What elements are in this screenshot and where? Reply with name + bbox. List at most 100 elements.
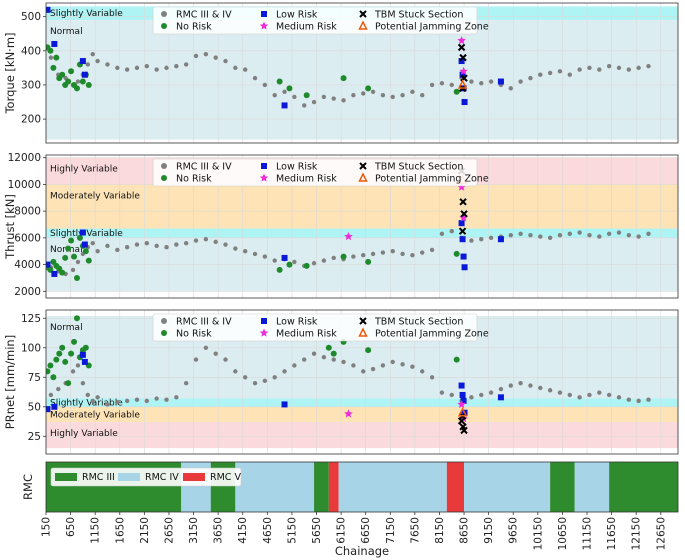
x-tick-label: 650 bbox=[65, 517, 77, 537]
series-rmc-iii-iv-point bbox=[134, 65, 140, 71]
series-group bbox=[46, 167, 651, 281]
series-tbm-stuck-section-point bbox=[460, 210, 468, 218]
series-rmc-iii-iv-point bbox=[351, 363, 356, 368]
series-low-risk-point bbox=[51, 40, 58, 47]
zone-highly-variable bbox=[46, 422, 678, 449]
series-medium-risk-point bbox=[344, 409, 353, 418]
x-tick-label: 6650 bbox=[360, 517, 372, 544]
rmc-segment-rmc-v bbox=[446, 462, 465, 512]
series-rmc-iii-iv-point bbox=[164, 245, 169, 250]
series-rmc-iii-iv-point bbox=[223, 357, 228, 362]
series-rmc-iii-iv-point bbox=[626, 397, 632, 402]
series-rmc-iii-iv-point bbox=[272, 375, 277, 380]
series-rmc-iii-iv-point bbox=[115, 247, 120, 253]
legend-marker-potential-jamming-zone bbox=[358, 20, 368, 30]
series-rmc-iii-iv-point bbox=[370, 251, 376, 257]
series-rmc-iii-iv-point bbox=[370, 89, 376, 94]
series-rmc-iii-iv-point bbox=[380, 250, 386, 255]
series-rmc-iii-iv-point bbox=[597, 390, 602, 395]
y-tick-label: 10000 bbox=[8, 179, 41, 191]
series-rmc-iii-iv-point bbox=[75, 363, 81, 368]
series-rmc-iii-iv-point bbox=[164, 397, 169, 402]
x-tick-label: 3650 bbox=[213, 517, 225, 544]
x-tick-label: 150 bbox=[41, 517, 53, 537]
zone-normal bbox=[46, 20, 678, 140]
y-tick-label: 125 bbox=[21, 313, 41, 325]
rmc-legend: RMC III RMC IV RMC V bbox=[50, 467, 241, 487]
series-no-risk-point bbox=[340, 75, 347, 82]
series-rmc-iii-iv-point bbox=[479, 392, 484, 398]
legend-label-rmc-iv: RMC IV bbox=[145, 472, 179, 483]
series-no-risk-point bbox=[50, 374, 57, 381]
x-tick-label: 1150 bbox=[90, 517, 102, 544]
series-rmc-iii-iv-point bbox=[469, 238, 474, 243]
legend-label-rmc-iii-iv: RMC III & IV bbox=[176, 162, 232, 173]
series-rmc-iii-iv-point bbox=[508, 232, 513, 238]
series-rmc-iii-iv-point bbox=[115, 65, 120, 71]
series-rmc-iii-iv-point bbox=[203, 52, 209, 57]
legend-marker-rmc-iii-iv bbox=[161, 163, 167, 169]
series-no-risk-point bbox=[286, 85, 293, 92]
rmc-segment-rmc-iii bbox=[609, 462, 678, 512]
x-tick-label: 11150 bbox=[582, 517, 594, 550]
series-rmc-iii-iv-point bbox=[311, 99, 317, 105]
series-low-risk-point bbox=[458, 58, 465, 65]
legend-marker-rmc-iii-iv bbox=[161, 318, 167, 324]
series-low-risk-point bbox=[51, 270, 58, 277]
zone-label-moderately-variable: Moderately Variable bbox=[50, 410, 140, 420]
zone-label-moderately-variable: Moderately Variable bbox=[50, 191, 140, 201]
rmc-segment-rmc-iv bbox=[574, 462, 610, 512]
series-rmc-iii-iv-point bbox=[449, 392, 454, 398]
series-rmc-iii-iv-point bbox=[174, 395, 179, 400]
series-low-risk-point bbox=[46, 6, 51, 13]
series-rmc-iii-iv-point bbox=[616, 230, 622, 235]
legend-label-rmc-v: RMC V bbox=[210, 472, 241, 483]
series-tbm-stuck-section-point bbox=[459, 53, 467, 62]
series-rmc-iii-iv-point bbox=[646, 397, 651, 402]
series-low-risk-point bbox=[46, 261, 51, 268]
series-rmc-iii-iv-point bbox=[282, 369, 287, 374]
rmc-segment-rmc-iv bbox=[338, 462, 447, 512]
series-rmc-iii-iv-point bbox=[56, 386, 61, 392]
series-rmc-iii-iv-point bbox=[488, 235, 494, 241]
series-rmc-iii-iv-point bbox=[223, 58, 228, 64]
series-rmc-iii-iv-point bbox=[449, 228, 454, 234]
series-no-risk-point bbox=[71, 253, 78, 260]
series-rmc-iii-iv-point bbox=[154, 243, 159, 249]
series-rmc-iii-iv-point bbox=[400, 251, 405, 257]
legend-marker-rmc-iii-iv bbox=[161, 11, 167, 17]
series-rmc-iii-iv-point bbox=[518, 79, 523, 84]
series-tbm-stuck-section-point bbox=[459, 198, 467, 206]
series-rmc-iii-iv-point bbox=[213, 239, 218, 245]
series-no-risk-point bbox=[325, 344, 332, 351]
series-rmc-iii-iv-point bbox=[597, 234, 602, 239]
series-rmc-iii-iv-point bbox=[174, 242, 179, 247]
series-rmc-iii-iv-point bbox=[587, 232, 592, 238]
series-group bbox=[46, 6, 651, 109]
series-rmc-iii-iv-point bbox=[90, 398, 95, 404]
x-tick-label: 1650 bbox=[114, 517, 126, 544]
y-tick-label: 500 bbox=[21, 11, 41, 23]
x-tick-label: 3150 bbox=[188, 517, 200, 544]
series-rmc-iii-iv-point bbox=[302, 357, 307, 362]
series-tbm-stuck-section-point bbox=[457, 43, 466, 52]
series-no-risk-point bbox=[365, 85, 372, 92]
series-rmc-iii-iv-point bbox=[115, 399, 120, 405]
series-rmc-iii-iv-point bbox=[154, 67, 159, 72]
series-no-risk bbox=[46, 234, 460, 281]
legend-label-rmc-iii-iv: RMC III & IV bbox=[176, 10, 232, 21]
series-no-risk-point bbox=[46, 368, 51, 375]
series-no-risk-point bbox=[47, 362, 54, 369]
series-rmc-iii-iv-point bbox=[439, 390, 445, 395]
series-rmc-iii-iv-point bbox=[528, 232, 533, 238]
legend-marker-potential-jamming-zone bbox=[358, 172, 368, 182]
zone-label-normal: Normal bbox=[50, 323, 83, 333]
series-rmc-iii-iv-point bbox=[351, 254, 356, 259]
series-rmc-iii-iv-point bbox=[223, 242, 228, 247]
series-rmc-iii-iv-point bbox=[213, 55, 218, 60]
series-rmc-iii-iv-point bbox=[616, 395, 622, 400]
series-rmc-iii-iv-point bbox=[90, 241, 95, 246]
series-no-risk-point bbox=[68, 237, 75, 244]
legend-marker-low-risk bbox=[261, 163, 267, 169]
series-low-risk-point bbox=[458, 382, 465, 389]
